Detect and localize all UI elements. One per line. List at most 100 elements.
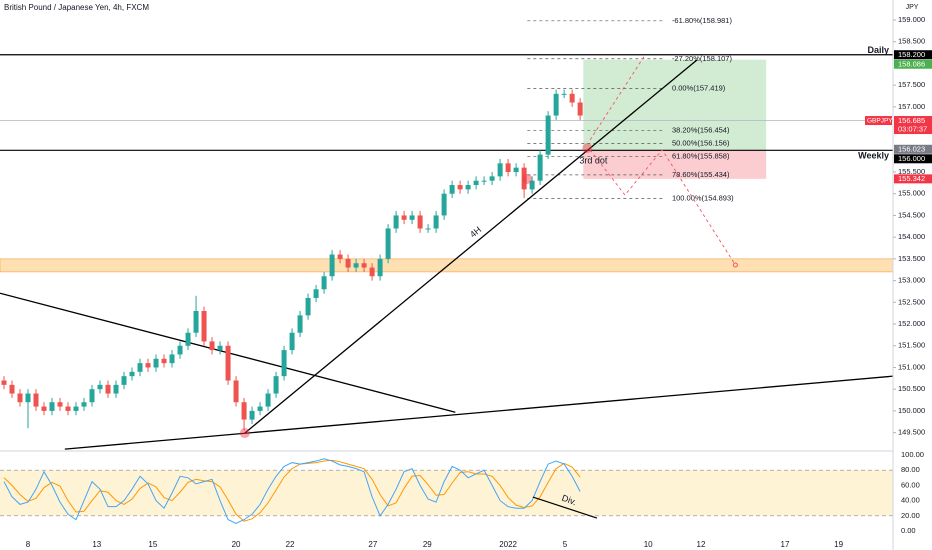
candle-body	[369, 267, 375, 277]
candle-body	[177, 345, 183, 355]
y-tick-label: 149.500	[898, 428, 925, 437]
price-tag	[894, 174, 932, 184]
fib-label: 50.00%(156.156)	[672, 138, 730, 147]
x-tick-label: 5	[563, 540, 568, 549]
candle-body	[401, 215, 407, 220]
stop-zone	[583, 150, 767, 179]
y-tick-label: 152.000	[898, 319, 925, 328]
candle-body	[321, 276, 327, 290]
projection	[589, 149, 736, 266]
y-tick-label: 40.00	[901, 496, 920, 505]
dot	[582, 143, 593, 154]
candle-body	[193, 311, 199, 333]
y-tick-label: 159.000	[898, 15, 925, 24]
divergence-line	[532, 496, 598, 519]
y-tick-label: 153.500	[898, 254, 925, 263]
candle-body	[217, 345, 223, 351]
oscillator-line	[3, 458, 581, 524]
dot	[239, 428, 250, 439]
y-tick-label: 151.000	[898, 362, 925, 371]
candle-body	[25, 393, 31, 403]
candle-body	[81, 402, 87, 407]
zone	[0, 258, 894, 273]
x-tick-label: 12	[697, 540, 706, 549]
candle-body	[345, 258, 351, 268]
x-tick-label: 20	[232, 540, 241, 549]
candle-body	[129, 371, 135, 377]
candle-body	[33, 393, 39, 407]
fib-label: -27.20%(158.107)	[672, 54, 733, 63]
y-tick-label: 0.00	[901, 526, 916, 535]
candle-body	[425, 228, 431, 230]
candle-body	[185, 332, 191, 346]
candle-body	[337, 254, 343, 259]
price-tag	[894, 154, 932, 164]
candle-body	[481, 180, 487, 182]
candle-body	[521, 167, 527, 190]
candle-body	[273, 376, 279, 394]
y-tick-label: 150.500	[898, 384, 925, 393]
chart-title: British Pound / Japanese Yen, 4h, FXCM	[4, 3, 149, 12]
x-tick-label: 19	[834, 540, 843, 549]
x-tick-label: 15	[148, 540, 157, 549]
price-tag-label: 156.023	[898, 145, 925, 154]
candle-body	[89, 389, 95, 403]
dot-label: 3rd dot	[579, 155, 608, 165]
candle-body	[433, 215, 439, 229]
symbol-tag	[865, 116, 892, 126]
y-tick-label: 151.500	[898, 341, 925, 350]
candle-body	[161, 358, 167, 364]
candle-body	[505, 163, 511, 173]
divergence-label: Div.	[560, 493, 577, 507]
axis-background	[893, 0, 932, 550]
fib-label: 61.80%(155.858)	[672, 151, 730, 160]
fib-label: 78.60%(155.434)	[672, 170, 730, 179]
candle-body	[577, 102, 583, 116]
candle-body	[17, 393, 23, 403]
dot	[522, 173, 533, 184]
x-tick-label: 29	[423, 540, 432, 549]
price-tag-label: 158.086	[898, 60, 925, 69]
x-tick-label: 27	[368, 540, 377, 549]
fib-label: 100.00%(154.893)	[672, 193, 734, 202]
y-tick-label: 153.000	[898, 276, 925, 285]
candle-body	[145, 363, 151, 368]
candle-body	[377, 258, 383, 277]
price-tag-label: 156.685	[898, 116, 925, 125]
projection	[589, 54, 646, 141]
candle-body	[569, 93, 575, 103]
y-tick-label: 152.500	[898, 297, 925, 306]
candle-body	[305, 297, 311, 316]
candle-body	[57, 402, 63, 407]
candle-body	[313, 289, 319, 298]
projection-end	[732, 262, 738, 268]
candle-body	[169, 354, 175, 364]
candle-body	[449, 185, 455, 194]
candle-body	[353, 263, 359, 268]
fib-label: -61.80%(158.981)	[672, 16, 733, 25]
x-tick-label: 8	[26, 540, 31, 549]
candle-body	[65, 406, 71, 411]
candle-body	[537, 154, 543, 181]
candle-body	[137, 363, 143, 372]
candle-body	[489, 176, 495, 181]
candle-body	[529, 180, 535, 190]
candle-body	[121, 376, 127, 385]
candle-body	[281, 350, 287, 377]
currency-label: JPY	[906, 4, 919, 11]
x-tick-label: 13	[92, 540, 101, 549]
y-tick-label: 157.500	[898, 80, 925, 89]
symbol-tag-label: GBPJPY	[867, 118, 893, 125]
candle-body	[257, 406, 263, 411]
candle-body	[1, 380, 7, 385]
y-tick-label: 20.00	[901, 511, 920, 520]
candle-body	[385, 228, 391, 259]
y-tick-label: 157.000	[898, 102, 925, 111]
y-tick-label: 158.500	[898, 37, 925, 46]
oscillator-pane: Div.	[0, 458, 893, 524]
y-tick-label: 80.00	[901, 465, 920, 474]
price-tag-label: 158.200	[898, 50, 925, 59]
candle-body	[153, 358, 159, 368]
y-tick-label: 155.500	[898, 167, 925, 176]
